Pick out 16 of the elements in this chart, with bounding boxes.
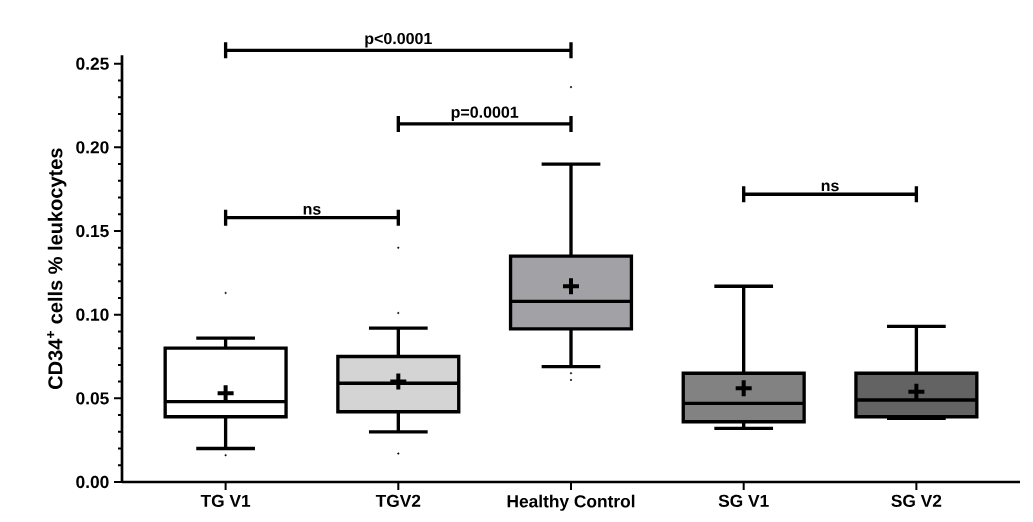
annotation: ns: [821, 182, 839, 192]
y-tick-label: 0.10: [76, 308, 109, 321]
y-tick-label: 0.25: [76, 57, 109, 70]
y-tick-label: 0.05: [76, 392, 109, 405]
y-tick-label: 0.15: [76, 224, 109, 238]
y-axis-title: CD34$^{+}$ cells % leukocytes: [47, 148, 67, 389]
y-tick-label: 0.20: [76, 141, 109, 154]
x-tick-label: SG V1: [718, 494, 769, 507]
x-tick-label: Healthy Control: [507, 494, 635, 511]
y-tick-label: 0.00: [76, 475, 109, 489]
text: p<0.0001: [365, 32, 432, 48]
x-tick-label: TG V1: [200, 494, 251, 507]
annotation: p=0.0001: [451, 106, 519, 122]
annotation: ns: [303, 205, 321, 215]
x-tick-label: SG V2: [891, 494, 942, 507]
x-tick-label: TGV2: [375, 494, 421, 507]
